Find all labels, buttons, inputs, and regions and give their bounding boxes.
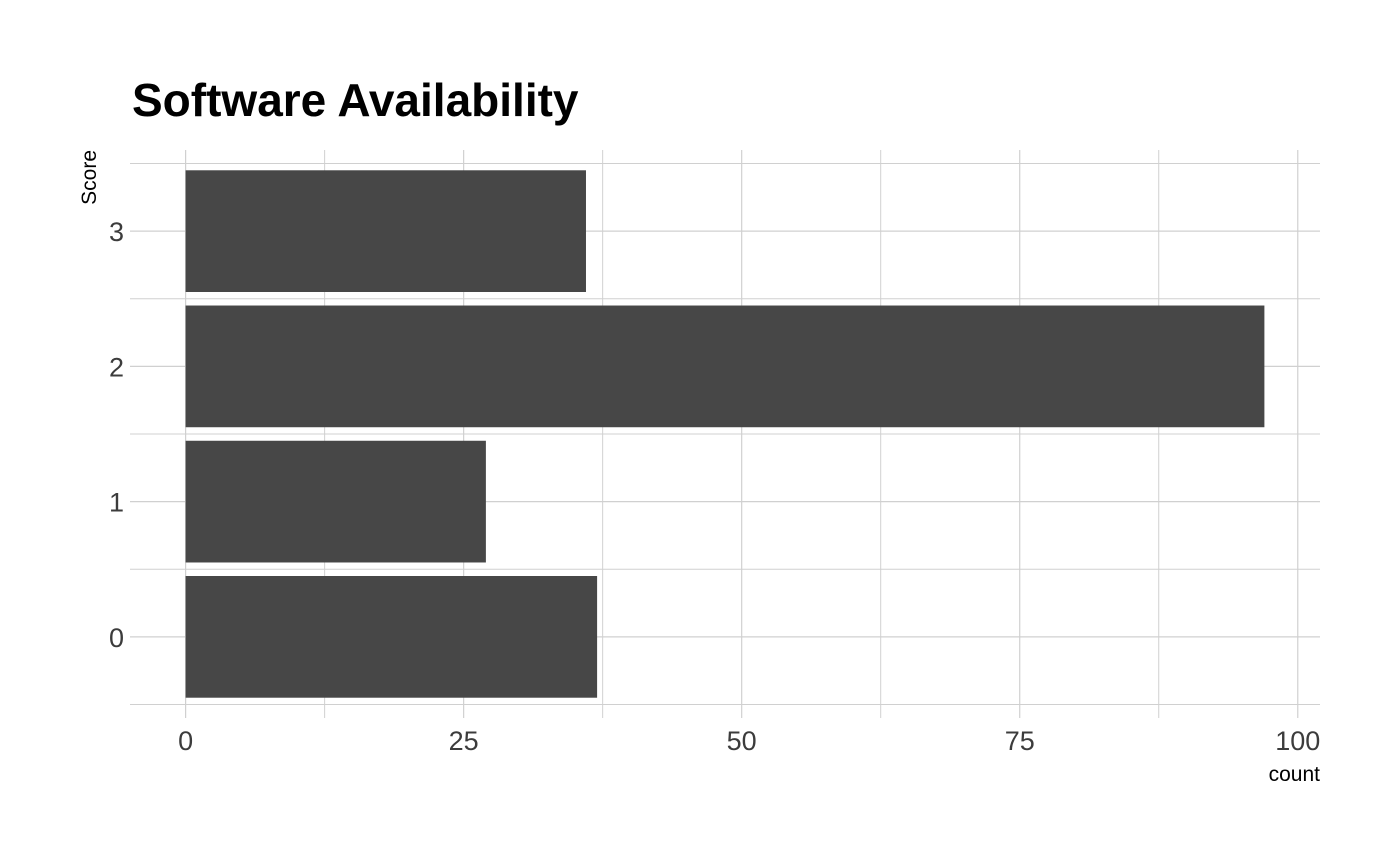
bar-score-3	[185, 170, 586, 292]
bar-score-2	[185, 305, 1265, 428]
x-tick-label: 50	[727, 726, 757, 756]
x-tick-label: 25	[449, 726, 479, 756]
y-tick-label: 1	[109, 488, 124, 518]
chart-title: Software Availability	[132, 74, 579, 126]
bar-score-1	[185, 440, 486, 563]
y-tick-label: 3	[109, 217, 124, 247]
x-axis-title: count	[1269, 763, 1321, 786]
y-tick-label: 2	[109, 352, 124, 382]
x-tick-label: 75	[1005, 726, 1035, 756]
y-axis-title: Score	[78, 150, 101, 205]
bar-score-0	[185, 576, 598, 698]
x-tick-label: 0	[178, 726, 193, 756]
y-tick-label: 0	[109, 623, 124, 653]
axis-ticks: 0 25 50 75 100 0 1 2 3	[109, 217, 1320, 756]
x-tick-label: 100	[1275, 726, 1320, 756]
bars	[185, 170, 1265, 698]
